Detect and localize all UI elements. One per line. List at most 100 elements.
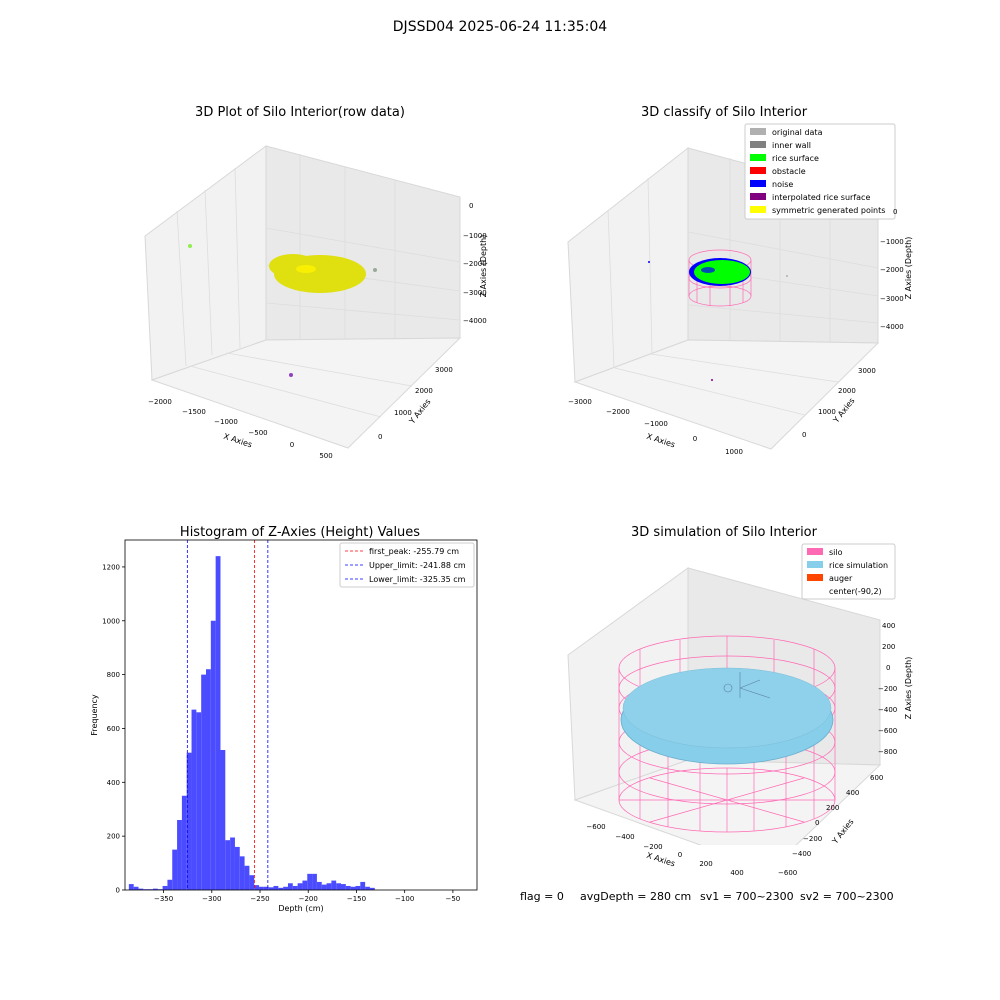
svg-text:0: 0 (893, 208, 897, 216)
svg-text:0: 0 (469, 202, 473, 210)
svg-text:600: 600 (870, 774, 883, 782)
raw-rice-highlight (296, 265, 316, 273)
svg-text:−3000: −3000 (568, 398, 592, 406)
svg-text:0: 0 (802, 431, 806, 439)
classify-z-label: Z Axies (Depth) (904, 237, 913, 300)
sim-x-label: X Axies (645, 851, 676, 869)
svg-text:3000: 3000 (435, 366, 453, 374)
hist-bar (355, 885, 361, 890)
raw-y-ticks: 0 1000 2000 3000 (378, 366, 453, 441)
sim-auger (723, 672, 771, 699)
classify-x-ticks: −3000 −2000 −1000 0 1000 (568, 398, 743, 456)
svg-text:−500: −500 (248, 429, 267, 437)
hist-bar (278, 887, 284, 890)
hist-y-tick-label: 600 (107, 725, 120, 733)
hist-bar (249, 875, 255, 890)
hist-y-tick-label: 1200 (102, 563, 120, 571)
raw-z-label: Z Axies (Depth) (479, 235, 488, 298)
svg-text:silo: silo (829, 548, 843, 557)
classify-rice-surface (694, 260, 750, 284)
classify-noise-patch (701, 267, 715, 273)
svg-text:center(-90,2): center(-90,2) (829, 587, 882, 596)
hist-bar (225, 840, 231, 890)
hist-bar (254, 885, 260, 890)
svg-text:−600: −600 (878, 727, 897, 735)
hist-x-tick-label: −150 (347, 895, 366, 903)
hist-bar (326, 883, 332, 890)
hist-bar (191, 709, 197, 890)
hist-x-tick-label: −200 (299, 895, 318, 903)
hist-y-tick-label: 800 (107, 671, 120, 679)
hist-bar (292, 885, 298, 890)
hist-bar (369, 887, 375, 890)
hist-x-tick-label: −100 (395, 895, 414, 903)
svg-text:−400: −400 (878, 706, 897, 714)
svg-text:rice simulation: rice simulation (829, 561, 888, 570)
hist-legend: first_peak: -255.79 cm Upper_limit: -241… (339, 542, 475, 588)
svg-text:−200: −200 (803, 835, 822, 843)
hist-bar (220, 750, 226, 890)
raw-outlier-gray (373, 268, 377, 272)
hist-bar (206, 669, 211, 890)
hist-bar (172, 849, 178, 890)
hist-bar (263, 886, 269, 890)
sim-pane-floor (573, 759, 882, 845)
svg-text:Lower_limit: -325.35 cm: Lower_limit: -325.35 cm (369, 575, 466, 584)
hist-bar (143, 889, 149, 890)
footer-avg-depth: avgDepth = 280 cm (580, 890, 691, 903)
svg-text:−1000: −1000 (880, 238, 904, 246)
svg-text:3000: 3000 (858, 367, 876, 375)
hist-bar (148, 889, 153, 890)
svg-text:−600: −600 (778, 869, 797, 877)
svg-text:−1000: −1000 (644, 420, 668, 428)
hist-bar (312, 873, 317, 890)
sim-y-ticks: −600 −400 −200 0 200 400 600 (778, 774, 883, 877)
svg-text:−800: −800 (878, 748, 897, 756)
raw-pane-left (144, 145, 267, 381)
raw-outlier-green (188, 244, 192, 248)
hist-bar (350, 886, 356, 890)
hist-bar (239, 856, 245, 890)
hist-bar (128, 884, 134, 890)
svg-text:2000: 2000 (838, 387, 856, 395)
svg-text:first_peak: -255.79 cm: first_peak: -255.79 cm (369, 547, 459, 556)
svg-text:1000: 1000 (394, 409, 412, 417)
hist-bar (259, 886, 264, 890)
svg-text:−1500: −1500 (182, 408, 206, 416)
svg-text:−600: −600 (586, 823, 605, 831)
hist-vlines (186, 540, 269, 890)
hist-y-tick-label: 1000 (102, 617, 120, 625)
svg-text:200: 200 (882, 643, 895, 651)
hist-x-label: Depth (cm) (278, 904, 323, 913)
svg-text:−2000: −2000 (880, 266, 904, 274)
panel-raw-title: 3D Plot of Silo Interior(row data) (195, 105, 405, 120)
hist-bar (307, 873, 313, 890)
svg-text:−3000: −3000 (463, 289, 487, 297)
hist-bar (345, 885, 351, 890)
svg-text:−4000: −4000 (463, 317, 487, 325)
sim-z-ticks: 400 200 0 −200 −400 −600 −800 (878, 622, 897, 756)
raw-grid (176, 154, 461, 418)
panel-classify-3d: 3D classify of Silo Interior or (567, 105, 913, 456)
hist-bar (196, 712, 202, 890)
classify-pane-floor (573, 339, 880, 450)
raw-z-ticks: 0 −1000 −2000 −3000 −4000 (463, 202, 487, 325)
footer-sv1: sv1 = 700~2300 (700, 890, 794, 903)
hist-bar (268, 887, 274, 890)
hist-bar (331, 880, 337, 890)
svg-text:symmetric generated points: symmetric generated points (772, 206, 885, 215)
hist-frame (124, 539, 478, 891)
hist-title: Histogram of Z-Axies (Height) Values (180, 525, 420, 540)
classify-original-point (786, 275, 788, 277)
sim-legend: silo rice simulation auger center(-90,2) (801, 543, 896, 600)
svg-text:2000: 2000 (415, 387, 433, 395)
hist-x-tick-label: −350 (154, 895, 173, 903)
hist-bar (283, 886, 288, 890)
svg-text:500: 500 (319, 452, 332, 460)
svg-text:0: 0 (815, 819, 819, 827)
panel-raw-3d: 3D Plot of Silo Interior(row data) −2000… (144, 105, 488, 460)
svg-text:original data: original data (772, 128, 823, 137)
hist-x-ticks: −350 −300 −250 −200 −150 −100 −50 (154, 890, 460, 903)
hist-y-tick-label: 400 (107, 779, 120, 787)
